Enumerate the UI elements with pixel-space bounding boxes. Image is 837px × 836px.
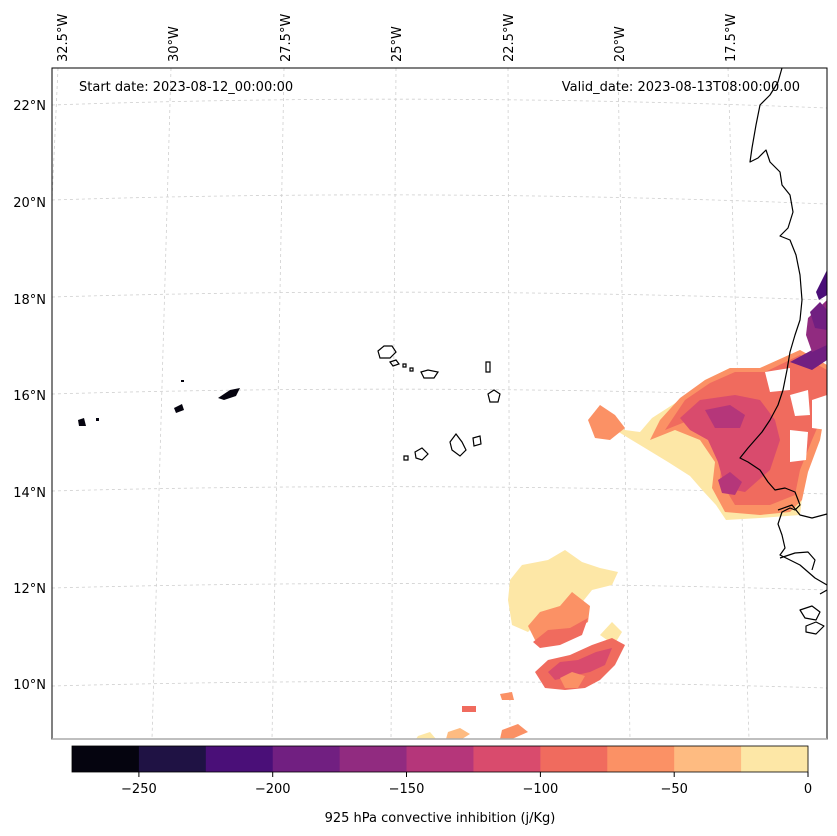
cin-plume-orange [588, 405, 625, 440]
colorbar-tick-label: −50 [660, 782, 687, 797]
colorbar-segment [540, 746, 608, 772]
colorbar-segment [473, 746, 541, 772]
cin-south-coral [533, 618, 588, 648]
colorbar-segment [406, 746, 474, 772]
colorbar-segment [607, 746, 675, 772]
colorbar-tick-label: −150 [389, 782, 425, 797]
cin-south2-orange [560, 672, 585, 688]
longitude-labels: 32.5°W 30°W 27.5°W 25°W 22.5°W 20°W 17.5… [56, 14, 739, 62]
cin-south-pale [600, 622, 622, 645]
colorbar-segment [138, 746, 207, 772]
colorbar-tick-label: 0 [804, 782, 812, 797]
colorbar-segment [72, 746, 140, 772]
lat-label: 10°N [13, 678, 46, 693]
lat-label: 16°N [13, 389, 46, 404]
coastlines [739, 67, 828, 635]
colorbar-segment [741, 746, 809, 772]
cape-verde-islands [377, 345, 501, 461]
cin-plume-red [680, 395, 780, 492]
africa-coastline [739, 67, 828, 586]
lon-label: 17.5°W [724, 14, 739, 62]
colorbar-tick-label: −100 [523, 782, 559, 797]
colorbar-ticks [138, 772, 809, 777]
colorbar-segment [339, 746, 408, 772]
colorbar-segment [674, 746, 742, 772]
cin-south-outer [508, 550, 618, 632]
lon-label: 32.5°W [56, 14, 71, 62]
colorbar-segments [72, 746, 809, 772]
colorbar-segment [272, 746, 341, 772]
lon-label: 22.5°W [502, 14, 517, 62]
lat-label: 12°N [13, 582, 46, 597]
lon-label: 30°W [167, 26, 182, 62]
lon-label: 20°W [613, 26, 628, 62]
latitude-labels: 22°N 20°N 18°N 16°N 14°N 12°N 10°N [13, 99, 46, 693]
cin-coast-violet [816, 270, 827, 300]
lon-label: 27.5°W [279, 14, 294, 62]
cin-plume-magenta [705, 405, 745, 428]
lon-label: 25°W [390, 26, 405, 62]
colorbar-tick-label: −250 [121, 782, 157, 797]
lat-label: 18°N [13, 293, 46, 308]
colorbar-tick-label: −200 [255, 782, 291, 797]
start-date-label: Start date: 2023-08-12_00:00:00 [79, 80, 293, 95]
cin-plume-magenta-2 [718, 472, 742, 495]
cin-south2-red [548, 648, 612, 680]
colorbar: −250 −200 −150 −100 −50 0 925 hPa convec… [71, 745, 812, 826]
colorbar-frame [71, 745, 809, 773]
lat-label: 22°N [13, 99, 46, 114]
lat-label: 20°N [13, 196, 46, 211]
colorbar-title: 925 hPa convective inhibition (j/Kg) [325, 811, 556, 826]
cin-coast-violet-2 [810, 302, 827, 330]
lat-label: 14°N [13, 486, 46, 501]
colorbar-segment [205, 746, 274, 772]
valid-date-label: Valid_date: 2023-08-13T08:00:00.00 [562, 80, 800, 95]
